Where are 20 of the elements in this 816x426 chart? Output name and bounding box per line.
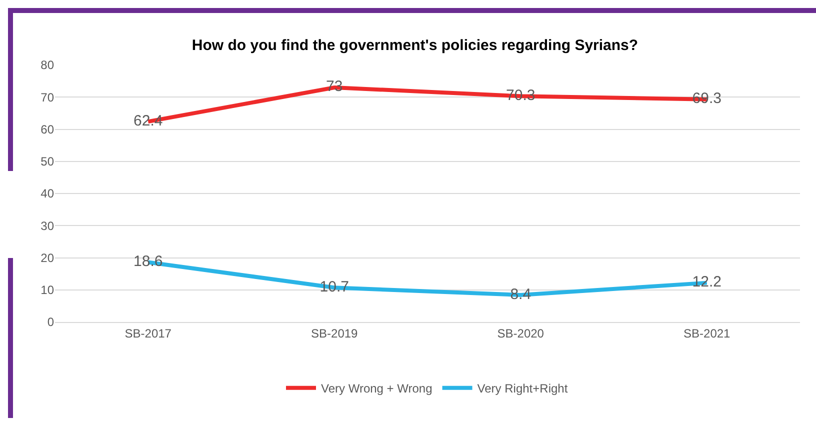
data-label: 69.3 — [692, 90, 722, 108]
y-tick-label: 60 — [40, 122, 54, 136]
legend-label: Very Wrong + Wrong — [321, 382, 432, 396]
y-tick-label: 10 — [40, 283, 54, 298]
y-tick-label: 20 — [40, 250, 54, 265]
y-tick-label: 40 — [40, 186, 54, 201]
chart-title: How do you find the government's policies regarding Syrians? — [192, 37, 638, 54]
y-tick-label: 70 — [40, 90, 54, 104]
x-tick-label: SB-2017 — [124, 326, 172, 340]
y-tick-label: 30 — [40, 218, 54, 233]
legend-label: Very Right+Right — [477, 382, 568, 396]
x-tick-label: SB-2020 — [497, 326, 544, 340]
y-tick-label: 80 — [40, 58, 54, 72]
y-tick-label: 50 — [40, 154, 54, 169]
data-label: 12.2 — [692, 274, 722, 291]
x-tick-label: SB-2019 — [311, 326, 358, 340]
x-tick-label: SB-2021 — [684, 326, 731, 340]
data-label: 62.4 — [134, 112, 163, 130]
y-tick-label: 0 — [47, 315, 54, 330]
data-label: 18.6 — [134, 253, 163, 270]
